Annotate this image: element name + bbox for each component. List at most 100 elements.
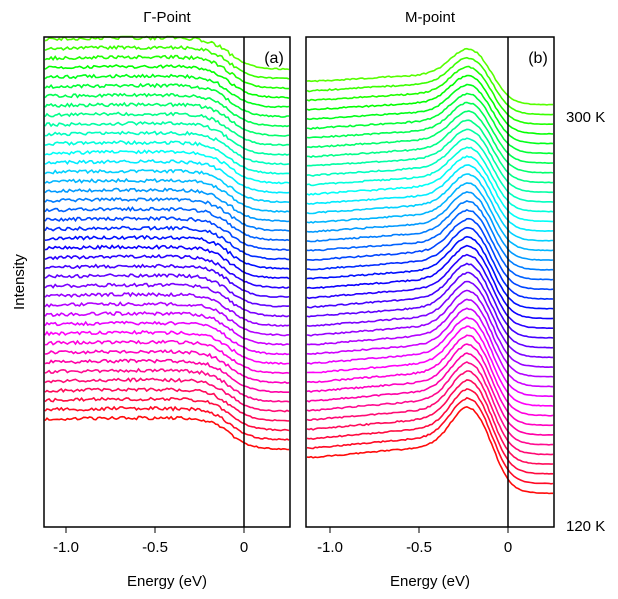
panel-a-spectrum-curve <box>44 387 290 422</box>
panel-b-spectrum-curve <box>306 137 554 203</box>
panel-a: (a) -1.0 -0.5 0 Energy (eV) <box>43 35 291 590</box>
panel-a-spectrum-curve <box>44 329 289 365</box>
y-axis-label: Intensity <box>11 254 28 310</box>
panel-a-xtick-label: -1.0 <box>53 539 79 556</box>
panel-a-spectrum-curve <box>44 282 290 318</box>
panel-a-spectrum-curve <box>44 405 290 441</box>
panel-a-spectrum-curve <box>44 415 290 451</box>
panel-b-spectrum-curve <box>306 119 554 184</box>
panel-a-spectrum-curve <box>44 121 290 156</box>
panel-a-spectrum-curve <box>44 377 290 413</box>
panel-b-spectrum-curve <box>306 289 554 369</box>
panel-b-spectrum-curve <box>306 128 554 194</box>
panel-a-spectrum-curve <box>44 339 290 375</box>
panel-b-spectrum-curve <box>306 47 553 106</box>
panel-b-spectrum-curve <box>306 226 554 301</box>
panel-b-spectrum-curve <box>306 92 553 155</box>
panel-b-spectrum-curve <box>306 101 554 165</box>
panel-a-x-axis-label: Energy (eV) <box>127 573 207 590</box>
panel-b-spectrum-curve <box>306 388 554 475</box>
panel-b-x-axis-label: Energy (eV) <box>390 573 470 590</box>
panel-a-spectrum-curve <box>44 130 290 166</box>
panel-a-spectrum-curve <box>44 273 290 308</box>
panel-b-spectrum-curve <box>306 325 554 407</box>
panel-b-spectrum-curve <box>306 182 554 252</box>
panel-a-xtick-label: -0.5 <box>142 539 168 556</box>
panel-a-x-ticks: -1.0 -0.5 0 <box>53 527 248 556</box>
panel-b-spectrum-curve <box>306 217 554 291</box>
panel-b-spectrum-curve <box>306 65 554 126</box>
panel-b-spectrum-curve <box>306 235 554 310</box>
panel-b-spectrum-curve <box>306 173 553 242</box>
panel-a-spectrum-curve <box>44 320 290 356</box>
panel-a-spectrum-curve <box>44 64 290 99</box>
panel-b-label: (b) <box>528 50 548 67</box>
panel-b-spectrum-curve <box>306 352 554 436</box>
temperature-label-top: 300 K <box>566 109 605 126</box>
panel-b-spectrum-curve <box>306 56 554 116</box>
panel-a-frame <box>43 36 291 528</box>
panel-a-curves <box>44 35 290 451</box>
panel-b-spectrum-curve <box>306 307 554 388</box>
panel-a-spectrum-curve <box>44 396 290 432</box>
panel-b-spectrum-curve <box>306 379 554 465</box>
panel-a-spectrum-curve <box>44 159 290 194</box>
panel-a-spectrum-curve <box>44 291 290 327</box>
panel-a-spectrum-curve <box>44 349 290 384</box>
panel-b-curves <box>306 47 554 495</box>
panel-a-title: Γ-Point <box>143 9 191 26</box>
panel-b-spectrum-curve <box>306 83 554 145</box>
panel-b-spectrum-curve <box>306 208 554 281</box>
panel-b-spectrum-curve <box>306 343 554 427</box>
panel-a-spectrum-curve <box>44 367 290 403</box>
panel-a-spectrum-curve <box>44 177 290 213</box>
panel-a-spectrum-curve <box>44 244 290 280</box>
panel-b-xtick-label: 0 <box>504 539 512 556</box>
panel-b-spectrum-curve <box>306 396 554 485</box>
panel-a-spectrum-curve <box>44 206 290 242</box>
panel-a-spectrum-curve <box>44 82 289 118</box>
panel-b-spectrum-curve <box>306 155 554 223</box>
panel-b-spectrum-curve <box>306 271 554 349</box>
panel-a-spectrum-curve <box>44 253 290 289</box>
panel-a-spectrum-curve <box>44 54 289 90</box>
panel-a-spectrum-curve <box>44 111 290 147</box>
panel-b-frame <box>305 36 555 528</box>
panel-b-xtick-label: -1.0 <box>317 539 343 556</box>
temperature-label-bottom: 120 K <box>566 518 605 535</box>
panel-a-spectrum-curve <box>44 301 290 337</box>
panel-b-spectrum-curve <box>306 316 554 398</box>
panel-b-spectrum-curve <box>306 334 554 417</box>
panel-a-spectrum-curve <box>44 73 290 109</box>
panel-a-spectrum-curve <box>44 263 290 298</box>
panel-b-title: M-point <box>405 9 456 26</box>
panel-a-xtick-label: 0 <box>240 539 248 556</box>
panel-b-spectrum-curve <box>306 110 554 174</box>
panel-a-spectrum-curve <box>44 92 290 128</box>
panel-b-spectrum-curve <box>306 244 554 320</box>
panel-a-spectrum-curve <box>44 168 290 204</box>
panel-a-spectrum-curve <box>44 101 290 137</box>
panel-b-spectrum-curve <box>306 164 554 233</box>
panel-a-spectrum-curve <box>44 140 290 175</box>
panel-a-spectrum-curve <box>44 235 290 270</box>
panel-b-spectrum-curve <box>306 262 554 339</box>
panel-a-spectrum-curve <box>44 45 290 80</box>
panel-b-spectrum-curve <box>306 74 554 135</box>
panel-a-spectrum-curve <box>44 149 290 185</box>
panel-b-spectrum-curve <box>306 253 553 330</box>
panel-a-spectrum-curve <box>44 310 290 346</box>
panel-b: (b) -1.0 -0.5 0 Energy (eV) <box>305 36 555 590</box>
panel-a-spectrum-curve <box>44 358 289 394</box>
panel-b-x-ticks: -1.0 -0.5 0 <box>317 527 512 556</box>
panel-a-spectrum-curve <box>44 187 290 223</box>
panel-b-spectrum-curve <box>306 191 554 262</box>
panel-a-spectrum-curve <box>44 215 290 252</box>
panel-b-spectrum-curve <box>306 370 554 456</box>
panel-a-spectrum-curve <box>44 225 290 261</box>
panel-a-label: (a) <box>264 50 284 67</box>
panel-a-spectrum-curve <box>44 197 290 232</box>
panel-b-spectrum-curve <box>306 298 554 378</box>
panel-b-xtick-label: -0.5 <box>406 539 432 556</box>
